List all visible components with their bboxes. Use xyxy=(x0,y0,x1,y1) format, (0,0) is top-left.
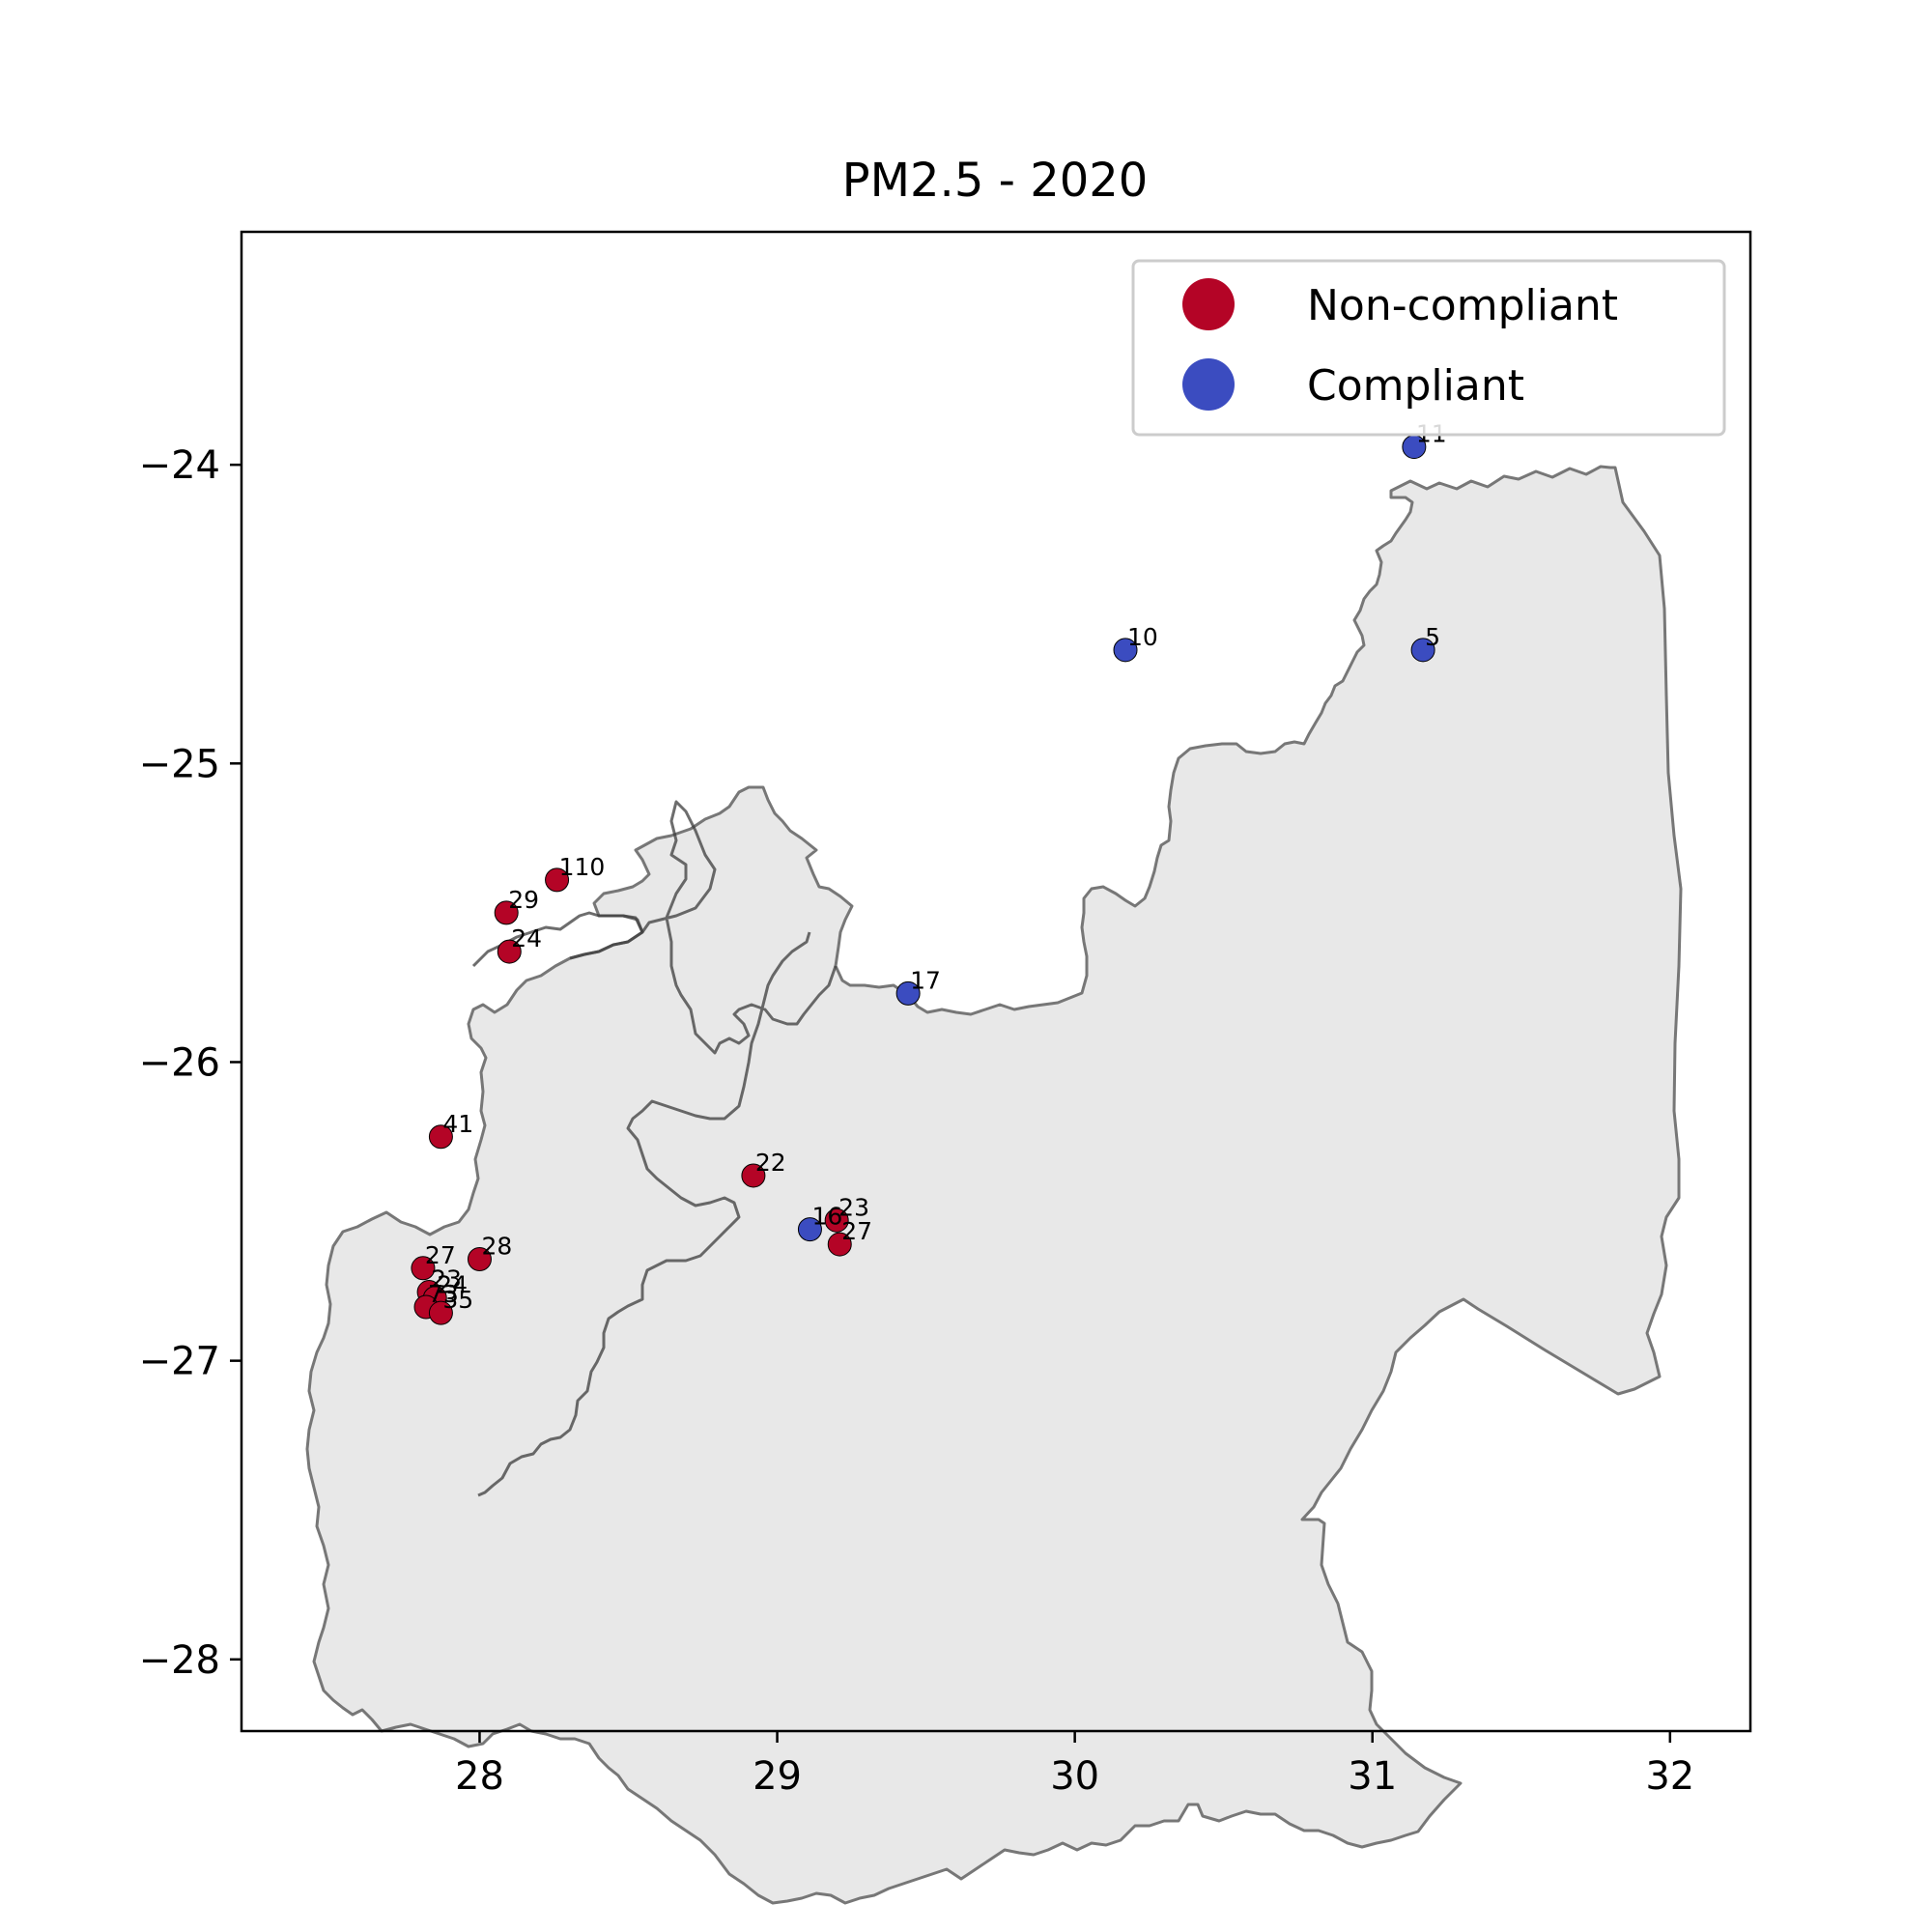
y-axis: −24 −25 −26 −27 −28 xyxy=(139,443,242,1683)
station-point-compliant xyxy=(1113,638,1138,663)
station-value-label: 73 xyxy=(428,1280,459,1308)
x-tick-label: 28 xyxy=(455,1754,504,1799)
x-tick-label: 32 xyxy=(1645,1754,1694,1799)
station-value-label: 27 xyxy=(425,1241,456,1269)
station-point-non-compliant xyxy=(494,900,519,925)
station-value-label: 23 xyxy=(431,1265,462,1293)
legend-label-non-compliant: Non-compliant xyxy=(1307,281,1618,330)
legend-label-compliant: Compliant xyxy=(1307,361,1524,411)
x-axis: 28 29 30 31 32 xyxy=(455,1731,1694,1799)
inner-district-boundary xyxy=(477,800,838,1497)
station-value-label: 35 xyxy=(442,1286,473,1314)
station-value-label: 27 xyxy=(841,1217,872,1245)
station-point-compliant xyxy=(895,980,921,1006)
station-point-non-compliant xyxy=(411,1256,436,1281)
province-region xyxy=(305,465,1683,1905)
station-value-label: 23 xyxy=(838,1193,869,1221)
station-point-non-compliant xyxy=(827,1232,852,1257)
station-point-non-compliant xyxy=(741,1163,766,1188)
legend: Non-compliant Compliant xyxy=(1131,259,1726,437)
station-value-label: 110 xyxy=(559,853,606,881)
station-point-non-compliant xyxy=(824,1208,849,1233)
point-labels-layer: 110292441222327282723247335111051716 xyxy=(425,420,1447,1315)
legend-box xyxy=(1131,259,1726,437)
station-value-label: 5 xyxy=(1425,623,1440,651)
legend-marker-non-compliant xyxy=(1182,278,1235,330)
x-tick-label: 30 xyxy=(1050,1754,1099,1799)
station-value-label: 24 xyxy=(511,924,542,952)
y-tick-label: −24 xyxy=(139,443,220,488)
station-value-label: 22 xyxy=(755,1149,786,1177)
y-tick-label: −27 xyxy=(139,1340,220,1384)
station-value-label: 10 xyxy=(1127,623,1158,651)
station-point-compliant xyxy=(1410,638,1435,663)
points-layer xyxy=(411,435,1435,1325)
station-value-label: 28 xyxy=(481,1233,512,1261)
station-point-compliant xyxy=(797,1217,822,1242)
station-point-non-compliant xyxy=(545,867,570,893)
plot-area: 110292441222327282723247335111051716 282… xyxy=(139,230,1752,1905)
axes-frame xyxy=(240,230,1752,1733)
legend-marker-compliant xyxy=(1182,358,1235,411)
x-tick-label: 29 xyxy=(753,1754,802,1799)
station-point-non-compliant xyxy=(428,1124,453,1150)
station-value-label: 41 xyxy=(442,1110,473,1138)
y-tick-label: −26 xyxy=(139,1040,220,1085)
y-tick-label: −28 xyxy=(139,1638,220,1683)
x-tick-label: 31 xyxy=(1348,1754,1397,1799)
y-tick-label: −25 xyxy=(139,742,220,786)
station-value-label: 16 xyxy=(811,1203,842,1231)
station-point-non-compliant xyxy=(497,939,522,964)
chart-title: PM2.5 - 2020 xyxy=(842,154,1149,208)
station-value-label: 29 xyxy=(508,886,539,914)
station-value-label: 17 xyxy=(910,966,941,994)
station-point-non-compliant xyxy=(428,1300,453,1325)
station-point-non-compliant xyxy=(467,1247,492,1272)
station-value-label: 24 xyxy=(437,1271,468,1299)
